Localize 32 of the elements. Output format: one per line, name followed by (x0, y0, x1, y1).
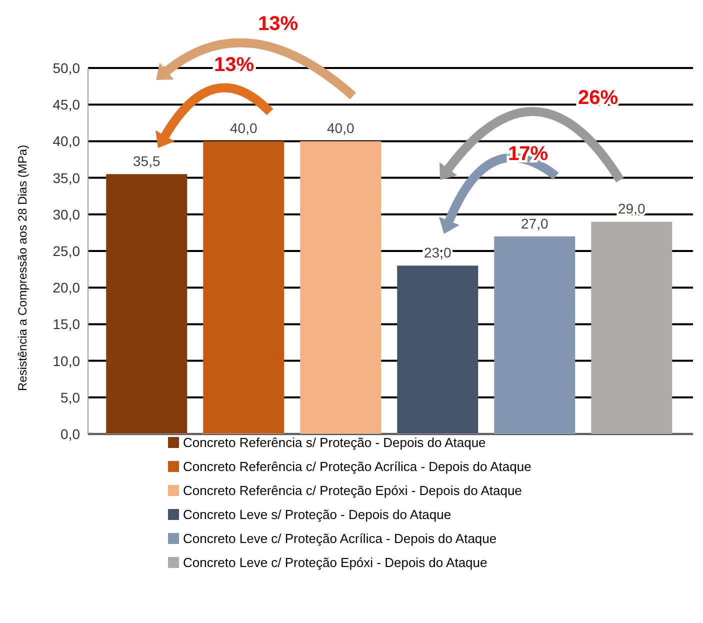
y-tick-label: 15,0 (52, 316, 80, 332)
y-tick-label: 5,0 (60, 389, 80, 406)
y-axis-title: Resistência a Compressão aos 28 Dias (MPa) (15, 144, 30, 391)
y-tick-label: 40,0 (52, 133, 80, 150)
bar (397, 266, 478, 434)
legend-label: Concreto Referência s/ Proteção - Depois do Ataque (183, 435, 486, 450)
data-label: 35,5 (133, 153, 160, 170)
y-tick-label: 30,0 (52, 206, 80, 222)
annotation: 17% (508, 143, 548, 165)
bar (203, 141, 284, 434)
bar (300, 141, 382, 434)
y-tick-label: 0,0 (60, 426, 80, 442)
legend-label: Concreto Referência c/ Proteção Epóxi - Depois do Ataque (183, 483, 522, 498)
y-tick-label: 10,0 (52, 352, 80, 369)
data-label: 40,0 (327, 120, 354, 136)
bar (106, 174, 188, 434)
data-label: 27,0 (521, 215, 548, 232)
bar (494, 236, 576, 434)
legend-label: Concreto Leve c/ Proteção Epóxi - Depois do Ataque (183, 555, 488, 570)
legend-label: Concreto Leve c/ Proteção Acrílica - Depois do Ataque (183, 531, 497, 546)
y-tick-label: 25,0 (52, 242, 80, 259)
bar (591, 222, 672, 434)
text: 13% (258, 13, 298, 35)
legend-label: Concreto Referência c/ Proteção Acrílica - Depois do Ataque (183, 459, 532, 474)
legend-label: Concreto Leve s/ Proteção - Depois do Ataque (183, 507, 452, 522)
data-label: 40,0 (230, 120, 258, 136)
annotation: 26% (578, 87, 618, 109)
data-label: 29,0 (618, 200, 646, 217)
y-tick-label: 20,0 (52, 280, 80, 296)
y-tick-label: 35,0 (52, 170, 80, 186)
y-tick-label: 45,0 (52, 96, 80, 113)
y-tick-label: 50,0 (52, 60, 80, 76)
